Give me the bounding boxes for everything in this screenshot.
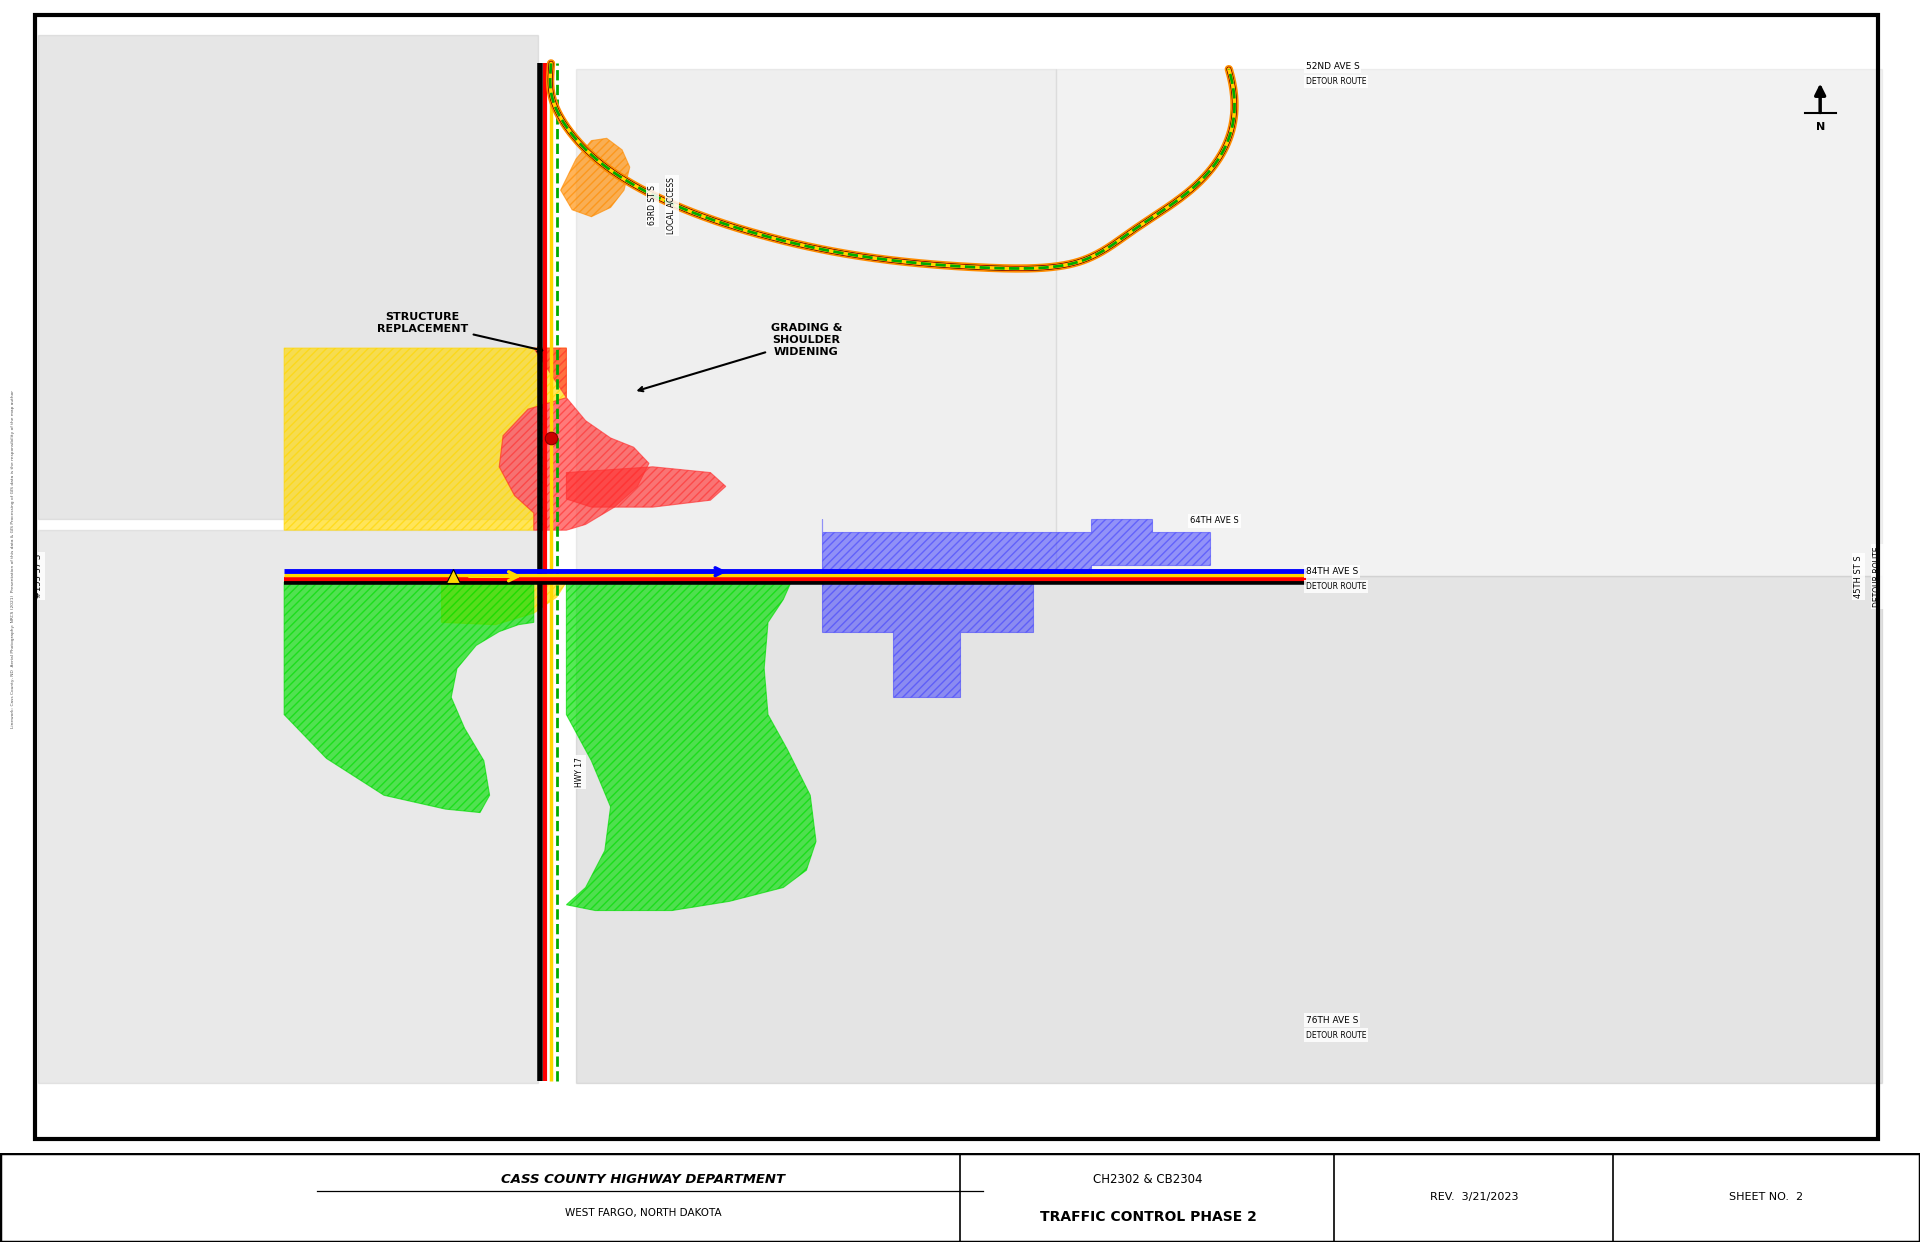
Polygon shape bbox=[566, 467, 726, 507]
Polygon shape bbox=[822, 519, 1210, 697]
Bar bbox=[576, 576, 1882, 1083]
Polygon shape bbox=[442, 580, 566, 625]
Polygon shape bbox=[284, 348, 566, 530]
Text: N: N bbox=[1816, 122, 1824, 132]
Text: CH2302 & CB2304: CH2302 & CB2304 bbox=[1092, 1172, 1204, 1186]
Polygon shape bbox=[499, 348, 649, 530]
Text: DETOUR ROUTE: DETOUR ROUTE bbox=[1874, 546, 1882, 606]
Text: 63RD ST S: 63RD ST S bbox=[649, 185, 657, 225]
Text: #153 37 S: #153 37 S bbox=[35, 554, 42, 599]
Text: 52ND AVE S: 52ND AVE S bbox=[1306, 62, 1359, 71]
Text: Linework: Cass County, ND  Aerial Photography: NRCS (2021)  Presentation of this: Linework: Cass County, ND Aerial Photogr… bbox=[12, 390, 15, 728]
Text: DETOUR ROUTE: DETOUR ROUTE bbox=[1306, 1031, 1367, 1040]
Polygon shape bbox=[561, 138, 630, 216]
Bar bbox=[576, 70, 1056, 576]
Text: GRADING &
SHOULDER
WIDENING: GRADING & SHOULDER WIDENING bbox=[639, 323, 843, 391]
Text: LOCAL ACCESS: LOCAL ACCESS bbox=[668, 176, 676, 233]
Text: HWY 17: HWY 17 bbox=[576, 758, 584, 787]
Text: REV.  3/21/2023: REV. 3/21/2023 bbox=[1430, 1192, 1519, 1202]
Text: CASS COUNTY HIGHWAY DEPARTMENT: CASS COUNTY HIGHWAY DEPARTMENT bbox=[501, 1172, 785, 1186]
Bar bbox=[38, 530, 538, 1083]
Text: DETOUR ROUTE: DETOUR ROUTE bbox=[1306, 77, 1367, 87]
Text: SHEET NO.  2: SHEET NO. 2 bbox=[1730, 1192, 1803, 1202]
Polygon shape bbox=[284, 582, 534, 812]
Bar bbox=[38, 35, 538, 519]
Text: 76TH AVE S: 76TH AVE S bbox=[1306, 1016, 1357, 1025]
Text: DETOUR ROUTE: DETOUR ROUTE bbox=[1306, 582, 1367, 591]
Bar bbox=[1056, 70, 1882, 576]
Text: TRAFFIC CONTROL PHASE 2: TRAFFIC CONTROL PHASE 2 bbox=[1041, 1210, 1256, 1223]
Text: 45TH ST S: 45TH ST S bbox=[1855, 555, 1862, 597]
Text: WEST FARGO, NORTH DAKOTA: WEST FARGO, NORTH DAKOTA bbox=[564, 1208, 722, 1218]
Polygon shape bbox=[566, 582, 816, 910]
Text: 84TH AVE S: 84TH AVE S bbox=[1306, 568, 1357, 576]
Text: 64TH AVE S: 64TH AVE S bbox=[1190, 517, 1238, 525]
Text: STRUCTURE
REPLACEMENT: STRUCTURE REPLACEMENT bbox=[376, 312, 541, 351]
